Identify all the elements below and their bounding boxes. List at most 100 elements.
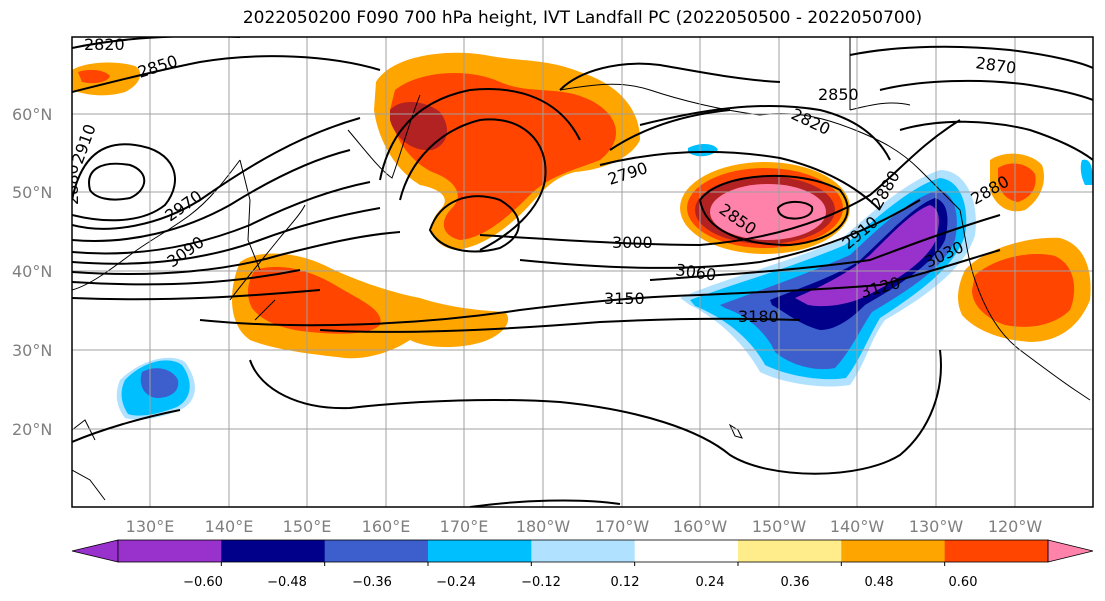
contour-trough-3: [379, 88, 581, 181]
colorbar-frame: [117, 539, 1049, 563]
contour-2850-loop: [698, 174, 849, 247]
contour-label: 3150: [604, 289, 645, 308]
contour-2850-nw: [72, 55, 381, 93]
contour-south: [469, 499, 621, 507]
shade-redorange-north: [390, 72, 617, 240]
contour-2880-low: [88, 162, 146, 201]
shade-pink-ne: [710, 184, 826, 240]
colorbar-segment: [428, 540, 532, 562]
colorbar-segment: [944, 540, 1049, 562]
colorbar-segment: [841, 540, 946, 562]
contour-2790-ak: [609, 109, 731, 151]
contour-2820-ak: [639, 104, 891, 161]
contour-label: 3180: [738, 307, 779, 326]
colorbar-tick-label: 0.12: [611, 575, 640, 590]
contour-2910-west: [72, 143, 176, 222]
lat-label-40n: 40°N: [12, 262, 52, 281]
shade-redorange-nw: [78, 69, 110, 84]
lon-label: 140°W: [830, 517, 885, 536]
coast-alaska-north: [849, 37, 911, 111]
contour-ne-corner-1: [849, 45, 1093, 69]
lon-label: 150°E: [283, 517, 332, 536]
shade-sky-corner: [1080, 159, 1093, 185]
shade-sky-small: [688, 144, 718, 157]
contour-2970: [72, 149, 351, 242]
colorbar-extend-max: [1047, 539, 1094, 563]
lon-label: 150°W: [752, 517, 807, 536]
contour-label: 2850: [135, 51, 180, 82]
contour-3030w: [72, 207, 381, 265]
latitude-labels: 60°N 50°N 40°N 30°N 20°N: [12, 105, 52, 439]
contour-label: 2880: [63, 164, 82, 205]
lat-label-30n: 30°N: [12, 341, 52, 360]
contour-label: 2820: [84, 35, 125, 54]
contour-2940: [72, 117, 361, 230]
colorbar-ticks: −0.60 −0.48 −0.36 −0.24 −0.12 0.12 0.24 …: [183, 575, 977, 590]
contour-small-loop: [776, 200, 814, 220]
lon-label: 170°E: [440, 517, 489, 536]
colorbar-segment: [531, 540, 636, 562]
lon-label: 170°W: [595, 517, 650, 536]
contour-3210: [72, 409, 181, 443]
coast-na-west: [959, 209, 1091, 401]
shade-redorange-uscoast: [972, 254, 1075, 327]
lat-label-60n: 60°N: [12, 105, 52, 124]
contour-label: 2870: [974, 53, 1017, 77]
lat-label-50n: 50°N: [12, 183, 52, 202]
colorbar-segment: [221, 540, 326, 562]
contour-ne-corner-2: [879, 79, 1093, 101]
colorbar-tick-label: −0.60: [183, 575, 223, 590]
shade-purple-band: [795, 205, 939, 307]
lon-label: 130°W: [909, 517, 964, 536]
colorbar-segment: [738, 540, 842, 562]
colorbar-extend-min: [71, 539, 119, 563]
shade-redorange-central: [248, 266, 381, 334]
lon-label: 160°W: [673, 517, 728, 536]
contour-3150w: [199, 294, 701, 327]
colorbar-tick-label: −0.12: [521, 575, 561, 590]
lat-label-20n: 20°N: [12, 420, 52, 439]
contour-trough-2: [399, 118, 547, 251]
height-contours: [72, 37, 1093, 507]
coast-asia: [72, 159, 261, 501]
contour-3120w: [72, 289, 321, 301]
map-frame: [71, 36, 1094, 508]
colorbar-tick-label: −0.36: [352, 575, 392, 590]
contour-3090w: [72, 269, 301, 286]
contour-ridge-n: [559, 62, 781, 91]
contour-2880-ak: [599, 150, 881, 211]
ivt-shading: [72, 52, 1093, 420]
lon-label: 140°E: [205, 517, 254, 536]
coast-japan: [229, 204, 306, 321]
contour-label: 3090: [163, 232, 207, 271]
contour-label: 2850: [818, 85, 859, 104]
contour-3180: [319, 317, 801, 333]
colorbar-segment: [118, 540, 222, 562]
colorbar-segment: [324, 540, 429, 562]
lon-label: 180°W: [516, 517, 571, 536]
contour-3000w: [72, 181, 371, 255]
map-panel: 2820 2850 2910 2880 2970 3090 2790 2820 …: [63, 35, 1093, 507]
lon-label: 160°E: [362, 517, 411, 536]
colorbar-tick-label: 0.36: [781, 575, 810, 590]
colorbar-tick-label: 0.24: [696, 575, 725, 590]
coast-hawaii: [728, 423, 743, 439]
colorbar-tick-label: 0.48: [865, 575, 894, 590]
lon-label: 130°E: [126, 517, 175, 536]
lon-label: 120°W: [988, 517, 1043, 536]
contour-3180-outer: [249, 349, 942, 475]
colorbar-segment: [634, 540, 739, 562]
colorbar-tick-label: 0.60: [949, 575, 978, 590]
contour-3120-e: [649, 214, 1001, 281]
longitude-labels: 130°E 140°E 150°E 160°E 170°E 180°W 170°…: [126, 517, 1043, 536]
contour-3150-e: [699, 249, 1001, 296]
contour-label: 3060: [674, 260, 717, 284]
colorbar: [71, 539, 1094, 566]
colorbar-tick-label: −0.48: [267, 575, 307, 590]
contour-label: 3000: [612, 233, 653, 252]
colorbar-tick-label: −0.24: [436, 575, 476, 590]
contour-3000-e: [479, 119, 961, 247]
map-title: 2022050200 F090 700 hPa height, IVT Land…: [242, 8, 923, 28]
contour-3060w: [72, 231, 401, 275]
